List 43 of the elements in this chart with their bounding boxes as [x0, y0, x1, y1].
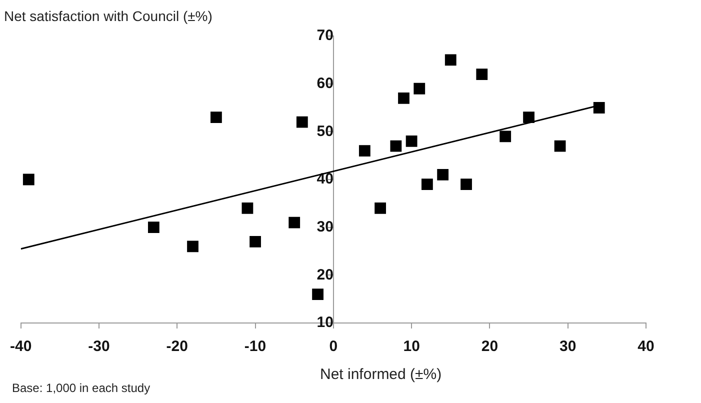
x-axis-title: Net informed (±%): [320, 366, 442, 383]
point: [523, 112, 534, 124]
point: [187, 240, 198, 252]
point: [421, 178, 433, 190]
y-tick-label: 70: [316, 27, 334, 44]
x-tick-label: 0: [329, 338, 338, 356]
point: [374, 202, 386, 214]
point: [444, 54, 456, 66]
x-tick-label: -40: [10, 338, 32, 356]
x-tick-label: -20: [166, 338, 188, 356]
x-tick-label: -10: [244, 338, 266, 356]
point: [406, 136, 418, 147]
text: Base: 1,000 in each study: [12, 381, 150, 395]
x-tick-label: 30: [560, 338, 576, 356]
point: [593, 102, 605, 114]
point: [288, 216, 300, 228]
point: [210, 112, 222, 124]
y-tick-label: 50: [316, 122, 334, 140]
y-tick-label: 10: [316, 314, 334, 332]
point: [554, 140, 566, 152]
point: [296, 116, 308, 128]
point: [460, 178, 472, 190]
y-tick-label: 40: [316, 170, 334, 188]
point: [312, 288, 324, 300]
point: [250, 236, 261, 248]
y-tick-label: 30: [316, 218, 334, 236]
y-tick-label: 20: [316, 266, 334, 284]
point: [22, 174, 34, 186]
point: [414, 82, 426, 94]
point: [398, 92, 410, 104]
x-tick-label: 20: [481, 338, 498, 356]
point: [476, 68, 488, 80]
x-tick-label: -30: [88, 338, 110, 356]
point: [358, 145, 370, 156]
point: [242, 202, 254, 214]
point: [500, 130, 512, 142]
point: [437, 169, 449, 180]
y-axis-title: Net satisfaction with Council (±%): [4, 8, 212, 24]
x-tick-label: 10: [403, 338, 420, 356]
y-tick-label: 60: [316, 74, 334, 92]
point: [148, 222, 160, 234]
x-tick-label: 40: [638, 338, 654, 356]
point: [390, 140, 402, 152]
